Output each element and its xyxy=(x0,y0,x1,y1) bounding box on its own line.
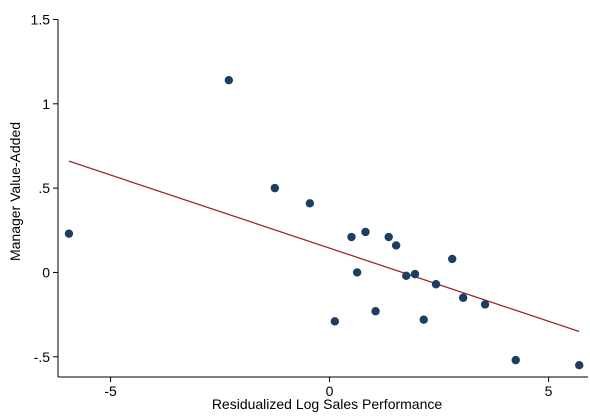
scatter-point xyxy=(410,269,420,279)
fit-line-layer xyxy=(68,160,580,333)
scatter-point xyxy=(419,315,428,324)
axes xyxy=(57,19,588,378)
y-tick-label: 0 xyxy=(42,264,50,280)
scatter-point xyxy=(371,307,380,316)
scatter-point xyxy=(64,229,74,238)
scatter-point xyxy=(330,317,340,326)
scatter-point xyxy=(270,183,280,193)
ticks: 1.51.50-.5-5 0 5 xyxy=(31,11,553,399)
y-axis-title: Manager Value-Added xyxy=(7,122,23,261)
scatter-point xyxy=(511,355,520,365)
scatter-point xyxy=(361,227,370,237)
scatter-point xyxy=(458,293,468,302)
scatter-point xyxy=(224,76,234,85)
scatter-point xyxy=(448,254,457,264)
y-tick-label: -.5 xyxy=(34,349,51,365)
scatter-point xyxy=(347,232,356,242)
scatter-point xyxy=(352,268,362,277)
scatter-point xyxy=(402,271,411,281)
scatter-point xyxy=(431,280,441,289)
x-tick-label: -5 xyxy=(104,383,117,399)
x-tick-label: 5 xyxy=(545,383,553,399)
y-tick-label: .5 xyxy=(38,180,50,196)
scatter-point xyxy=(480,300,490,309)
x-axis-title: Residualized Log Sales Performance xyxy=(212,396,443,412)
scatter-point xyxy=(391,241,401,250)
points-layer xyxy=(64,76,584,370)
y-tick-label: 1 xyxy=(42,96,50,112)
scatter-point xyxy=(575,360,584,370)
fitted-line xyxy=(68,160,580,333)
scatter-point xyxy=(384,232,393,242)
y-tick-label: 1.5 xyxy=(31,11,51,27)
scatter-point xyxy=(305,199,315,208)
x-tick-label: 0 xyxy=(326,383,334,399)
